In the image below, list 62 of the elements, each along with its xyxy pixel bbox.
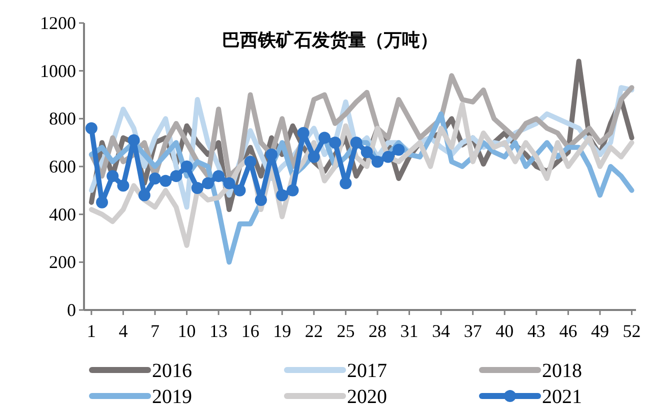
point <box>138 189 150 202</box>
point <box>223 177 236 190</box>
legend-label: 2018 <box>542 360 582 382</box>
chart-title: 巴西铁矿石发货量（万吨） <box>222 30 438 50</box>
point <box>180 160 193 172</box>
y-tick-label: 800 <box>49 108 76 129</box>
x-tick-label: 46 <box>559 321 578 341</box>
x-tick-label: 28 <box>368 321 386 341</box>
y-tick-label: 1000 <box>40 60 76 81</box>
point <box>191 182 204 194</box>
point <box>96 196 108 208</box>
x-tick-label: 7 <box>150 321 160 341</box>
point <box>392 144 405 156</box>
y-tick-label: 1200 <box>40 13 76 33</box>
point <box>297 127 310 140</box>
y-tick-label: 200 <box>49 252 76 272</box>
point <box>170 170 182 182</box>
point <box>266 148 278 161</box>
point <box>286 184 299 196</box>
y-tick-label: 600 <box>49 156 76 176</box>
point <box>382 150 394 163</box>
point <box>212 170 225 182</box>
x-tick-label: 22 <box>304 321 323 341</box>
point <box>117 180 130 192</box>
point <box>160 174 172 187</box>
x-tick-label: 31 <box>400 321 418 341</box>
point <box>85 122 98 134</box>
x-tick-label: 49 <box>590 321 609 341</box>
point <box>350 136 362 149</box>
point <box>318 132 331 144</box>
legend-label: 2020 <box>347 386 387 408</box>
x-tick-label: 10 <box>178 321 196 341</box>
point <box>329 136 342 149</box>
x-tick-label: 52 <box>622 321 641 341</box>
y-tick-label: 400 <box>49 204 76 224</box>
x-tick-label: 19 <box>273 321 292 341</box>
x-tick-label: 4 <box>118 321 128 341</box>
legend-label: 2016 <box>152 360 192 382</box>
point <box>371 156 384 168</box>
y-tick-label: 0 <box>67 300 76 320</box>
x-tick-label: 16 <box>241 321 260 341</box>
point <box>276 189 288 202</box>
point <box>106 170 119 182</box>
x-tick-label: 37 <box>464 321 482 341</box>
legend-label: 2019 <box>152 386 192 408</box>
point <box>234 184 246 196</box>
x-tick-label: 40 <box>496 321 514 341</box>
point <box>128 134 140 146</box>
point <box>340 177 352 190</box>
x-tick-label: 34 <box>432 321 450 341</box>
x-tick-label: 25 <box>336 321 355 341</box>
legend-label: 2021 <box>542 386 582 408</box>
x-tick-label: 1 <box>86 321 96 341</box>
point <box>360 146 373 158</box>
x-tick-label: 13 <box>210 321 228 341</box>
x-tick-label: 43 <box>527 321 546 341</box>
legend-label: 2017 <box>347 360 387 382</box>
point <box>244 156 256 168</box>
point <box>202 177 214 190</box>
point <box>148 172 161 184</box>
point <box>254 194 267 206</box>
point <box>308 150 320 163</box>
